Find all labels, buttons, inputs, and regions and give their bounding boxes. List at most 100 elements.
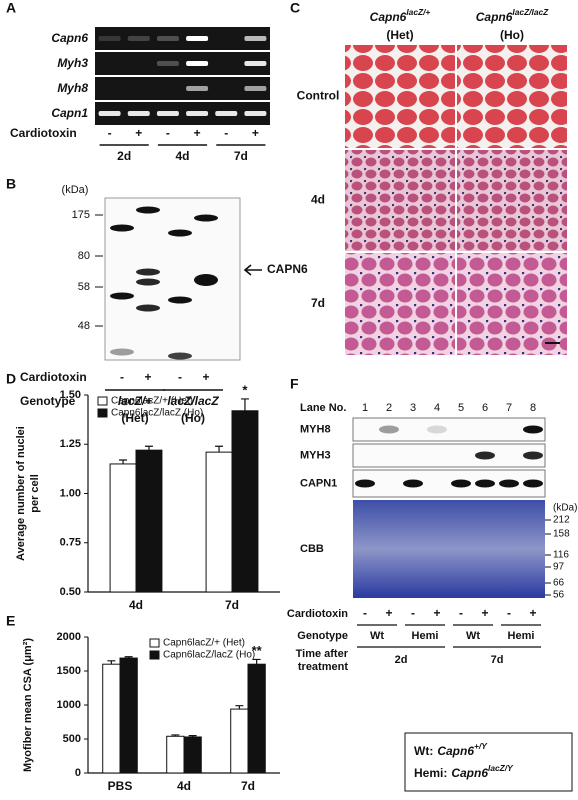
label: (Het) [386, 28, 413, 42]
histology-image [345, 45, 455, 148]
error-bar [252, 658, 261, 665]
x-tick-label: 7d [241, 779, 255, 793]
allele: lacZ/Y [488, 763, 514, 773]
gel-band [186, 36, 209, 41]
label: (Het) [121, 411, 148, 425]
bar [231, 410, 259, 593]
gel-band [244, 111, 267, 116]
error-bar [144, 445, 153, 451]
blot-band [451, 479, 471, 488]
panel-label: E [6, 613, 15, 629]
blot-band [136, 304, 160, 312]
gel-band [244, 86, 267, 91]
label: + [135, 126, 142, 140]
allele: lacZ/lacZ [512, 7, 549, 17]
gel-band [127, 36, 150, 41]
label: + [433, 606, 440, 620]
legend-swatch [97, 396, 108, 406]
gel-band [186, 111, 209, 116]
label: 116 [553, 550, 569, 561]
gel-band [244, 61, 267, 66]
allele: lacZ/+ [406, 7, 430, 17]
bar [205, 451, 233, 593]
gel [95, 77, 270, 100]
blot [104, 197, 241, 361]
blot-band [379, 425, 399, 434]
label: 2 [386, 402, 392, 414]
label: - [178, 370, 182, 384]
genotype-label: Capn6lacZ/+ [370, 7, 431, 24]
gene: Capn6 [476, 10, 513, 24]
bar [109, 463, 137, 593]
significance: ** [252, 643, 263, 658]
label: 7d [311, 296, 325, 310]
error-bar [119, 459, 128, 464]
legend-label: Capn6lacZ/lacZ (Ho) [111, 408, 203, 419]
blot-band [110, 348, 134, 356]
blot [352, 417, 546, 442]
label: 175 [72, 209, 90, 221]
label: - [459, 606, 463, 620]
label: 97 [553, 562, 565, 573]
blot-band [427, 425, 447, 434]
y-tick-label: 0.75 [60, 537, 81, 549]
gel-band [215, 111, 238, 116]
bar [166, 735, 185, 774]
y-tick-label: 1500 [57, 665, 81, 677]
label: Wt [466, 630, 480, 642]
label: 2d [395, 654, 408, 666]
y-tick-label: 1.00 [60, 487, 81, 499]
label: MYH3 [300, 449, 331, 461]
error-bar [188, 735, 197, 737]
label: - [166, 126, 170, 140]
label: 212 [553, 515, 570, 526]
panel-label: C [290, 0, 300, 16]
label: lacZ/lacZ [167, 394, 219, 408]
label: (kDa) [62, 184, 89, 196]
legend-swatch [97, 408, 108, 418]
label: - [363, 606, 367, 620]
gene: Capn6 [370, 10, 407, 24]
label: Lane No. [300, 402, 346, 414]
label: Cardiotoxin [287, 608, 348, 620]
blot-band [523, 425, 543, 434]
label: Cardiotoxin [20, 370, 87, 384]
label: Genotype [20, 394, 76, 408]
label: 158 [553, 529, 570, 540]
label: Genotype [297, 630, 348, 642]
gel-band [244, 36, 267, 41]
label: 7 [506, 402, 512, 414]
blot-band [168, 229, 192, 237]
label: MYH8 [300, 423, 331, 435]
y-tick-label: 0 [75, 767, 81, 779]
label: Hemi [412, 630, 439, 642]
label: treatment [298, 661, 348, 673]
label: 3 [410, 402, 416, 414]
label: 1 [362, 402, 368, 414]
label: - [411, 606, 415, 620]
blot-band [168, 352, 192, 360]
gel-band [98, 111, 121, 116]
x-tick-label: PBS [108, 779, 133, 793]
blot-band [136, 206, 160, 214]
gene: Capn6 [437, 744, 474, 758]
bar [102, 663, 121, 774]
gene: Capn6 [451, 766, 488, 780]
label: + [385, 606, 392, 620]
label: + [529, 606, 536, 620]
gel [95, 27, 270, 50]
error-bar [107, 660, 116, 665]
label: - [507, 606, 511, 620]
legend-label: Capn6lacZ/lacZ (Ho) [163, 650, 255, 661]
blot-band [194, 274, 218, 286]
label: 48 [78, 320, 90, 332]
label: 80 [78, 250, 90, 262]
histology-image [457, 45, 567, 148]
label: - [120, 370, 124, 384]
allele: +/Y [474, 741, 488, 751]
label: Cardiotoxin [10, 126, 77, 140]
label: - [224, 126, 228, 140]
gel-image [353, 500, 545, 598]
legend-swatch [149, 638, 160, 648]
